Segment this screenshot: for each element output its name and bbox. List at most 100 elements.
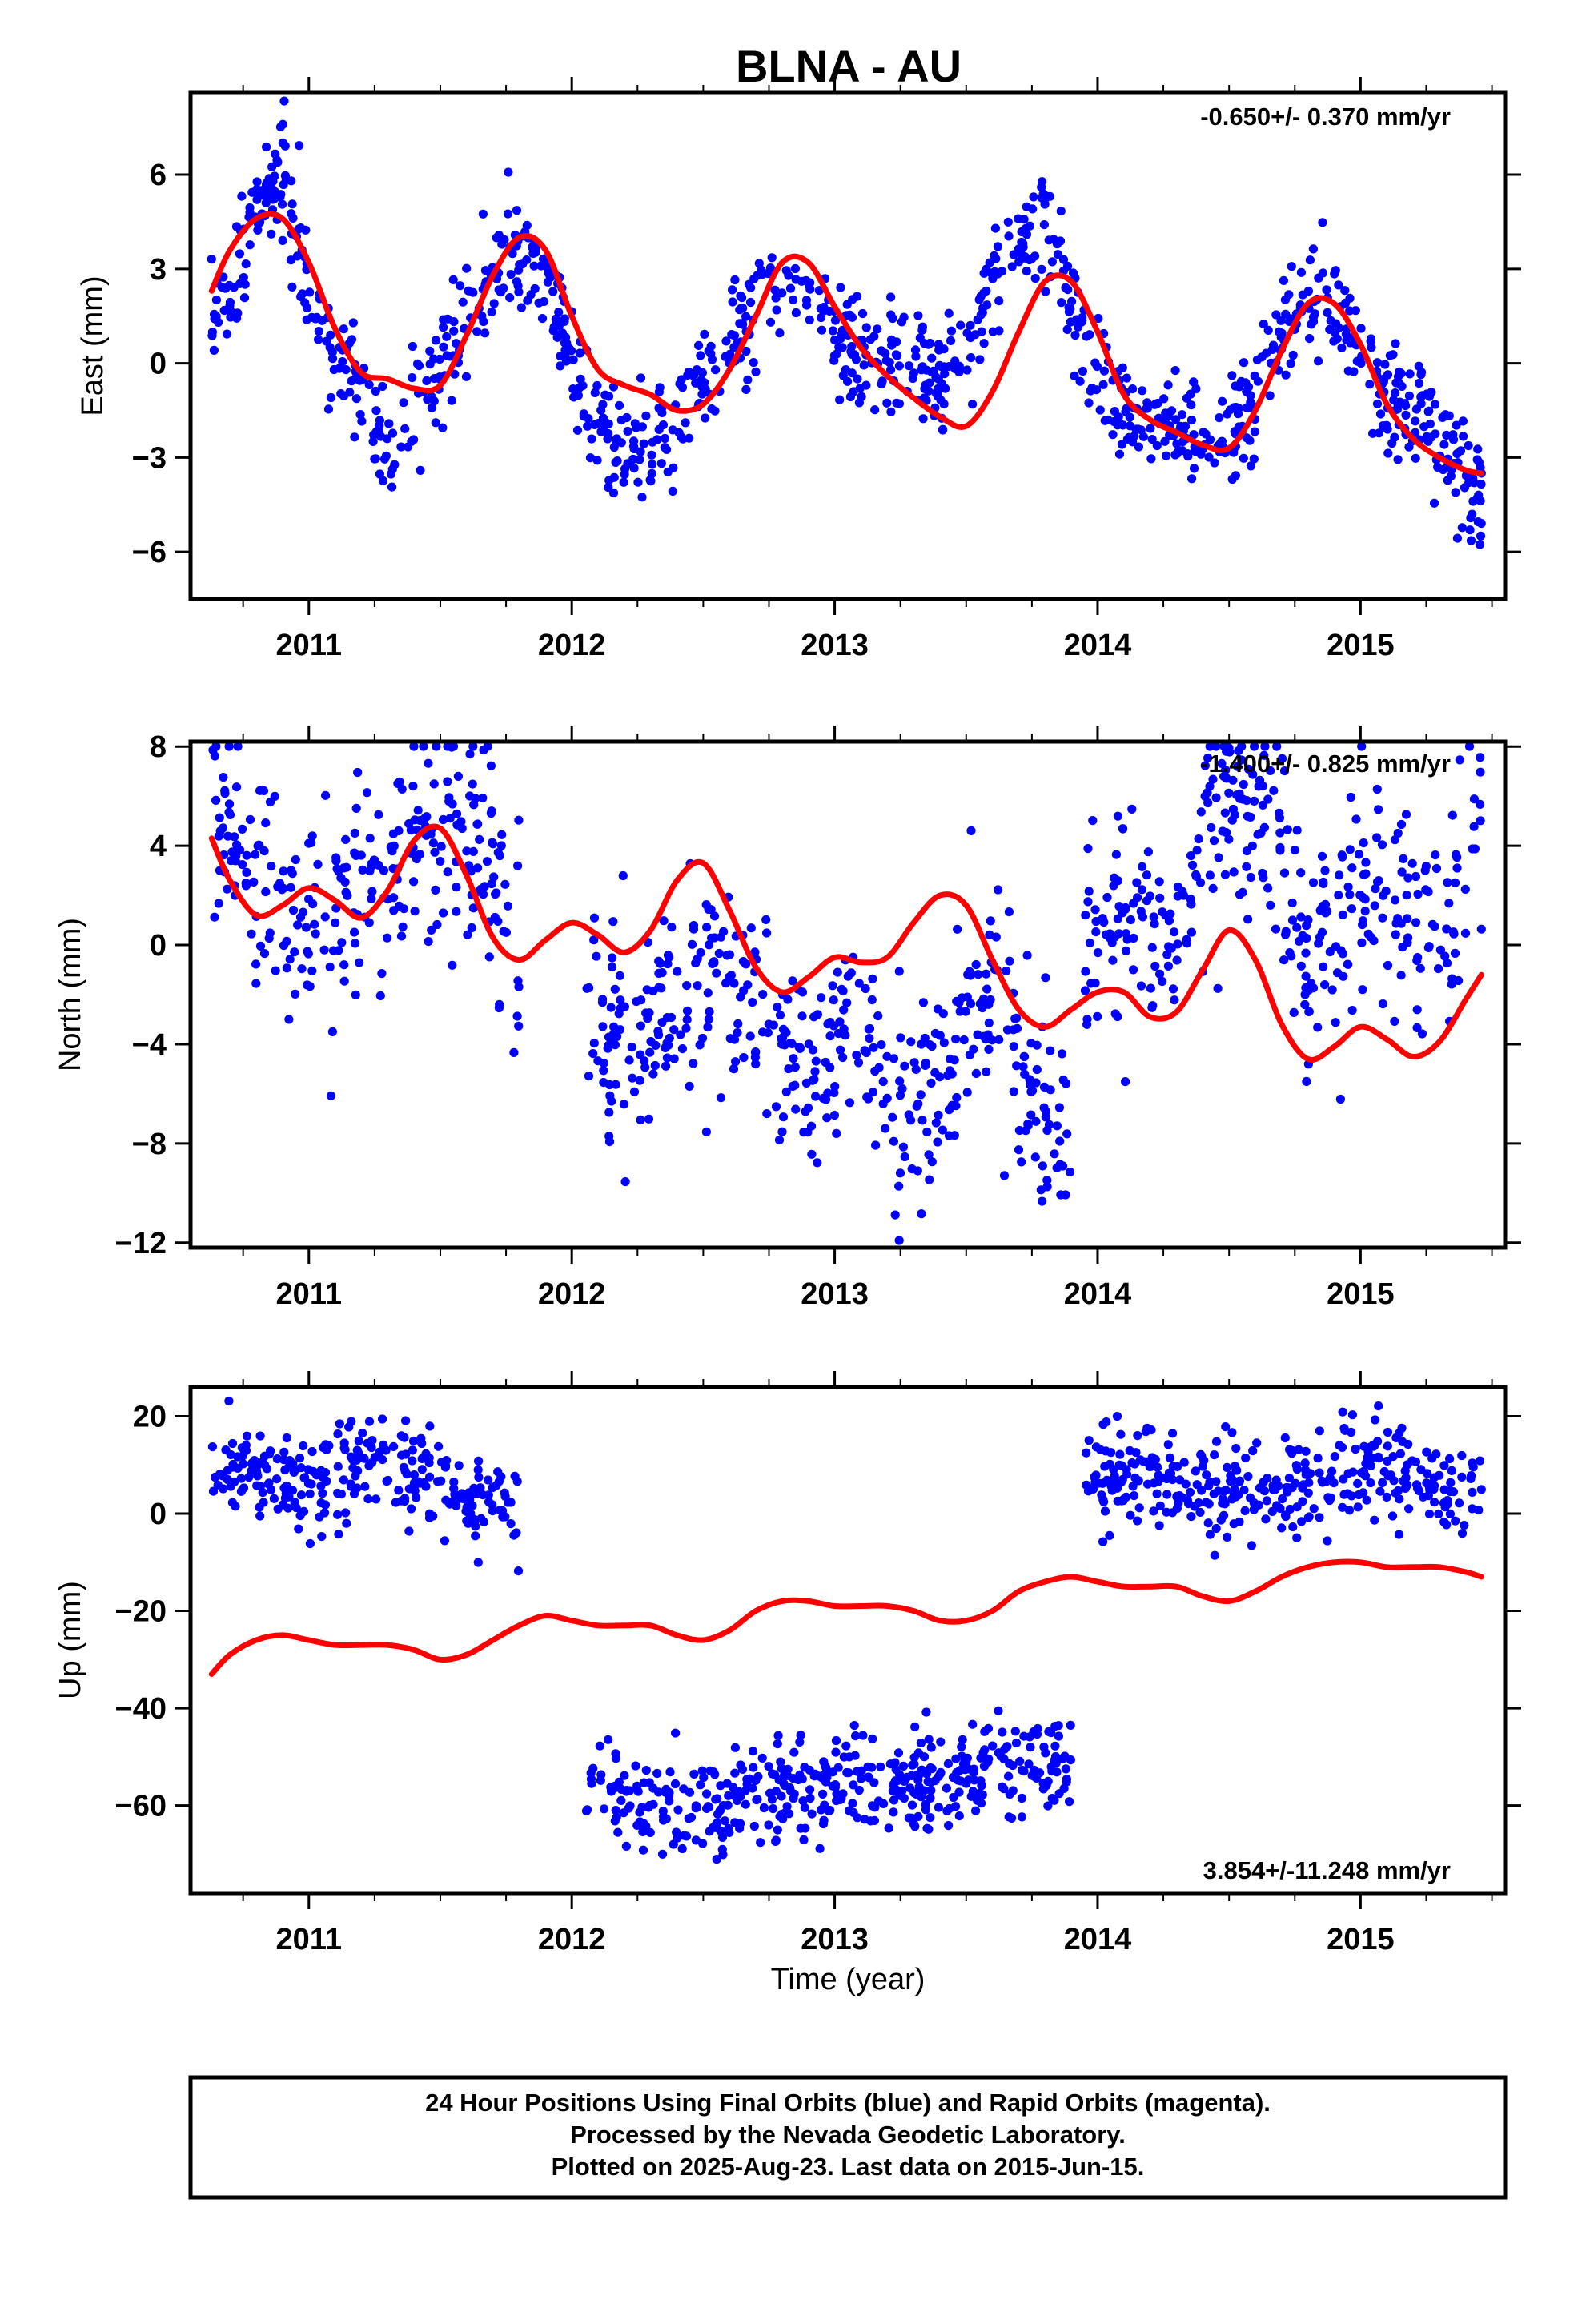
east-data-point xyxy=(560,352,570,362)
east-data-point xyxy=(503,209,513,219)
east-data-point xyxy=(1464,440,1473,451)
east-model-curve xyxy=(208,211,1484,476)
north-data-point xyxy=(1304,1007,1314,1016)
up-data-point xyxy=(1165,1453,1174,1462)
north-data-point xyxy=(838,1052,848,1063)
up-data-point xyxy=(318,1489,327,1498)
east-data-point xyxy=(1170,450,1180,460)
up-data-point xyxy=(1008,1760,1018,1771)
north-data-point xyxy=(813,1158,822,1168)
up-data-point xyxy=(1303,1488,1313,1498)
up-data-point xyxy=(1134,1503,1144,1513)
east-data-point xyxy=(211,295,221,305)
up-data-point xyxy=(907,1800,917,1810)
up-data-point xyxy=(351,1455,362,1465)
up-data-point xyxy=(632,1820,642,1830)
east-data-point xyxy=(1314,356,1323,366)
north-data-point xyxy=(889,1054,899,1063)
north-data-point xyxy=(491,890,500,899)
north-data-point xyxy=(589,1039,599,1048)
north-data-point xyxy=(295,912,306,922)
up-data-point xyxy=(913,1811,923,1821)
up-data-point xyxy=(876,1762,885,1771)
north-data-point xyxy=(868,974,877,983)
up-data-point xyxy=(454,1461,464,1470)
east-data-point xyxy=(647,450,656,460)
north-data-point xyxy=(750,947,760,957)
up-data-point xyxy=(722,1779,732,1788)
north-data-point xyxy=(1065,1167,1075,1177)
east-data-point xyxy=(966,333,975,343)
east-data-point xyxy=(1131,424,1141,434)
north-data-point xyxy=(771,1102,781,1112)
up-data-point xyxy=(215,1470,225,1479)
north-data-point xyxy=(1038,1161,1047,1171)
north-data-point xyxy=(874,1063,884,1072)
east-data-point xyxy=(1473,444,1483,454)
up-data-point xyxy=(440,1536,450,1546)
north-data-point xyxy=(1224,834,1234,844)
north-data-point xyxy=(669,1054,679,1063)
north-data-point xyxy=(746,923,756,933)
north-data-point xyxy=(604,1108,614,1117)
up-data-point xyxy=(273,1504,283,1514)
north-data-point xyxy=(1347,1006,1357,1015)
east-data-point xyxy=(505,293,515,303)
north-data-point xyxy=(1031,1116,1041,1126)
up-data-point xyxy=(934,1803,943,1812)
north-data-point xyxy=(1220,808,1230,818)
up-data-point xyxy=(852,1767,862,1776)
north-data-point xyxy=(1320,866,1330,875)
north-data-point xyxy=(327,1027,337,1036)
up-data-point xyxy=(255,1431,265,1441)
north-data-point xyxy=(1269,786,1279,795)
east-data-point xyxy=(1325,324,1335,334)
north-data-point xyxy=(432,742,441,751)
north-data-point xyxy=(697,1033,708,1043)
east-data-point xyxy=(489,299,499,308)
up-data-point xyxy=(863,1762,873,1771)
north-data-point xyxy=(705,940,714,950)
east-data-point xyxy=(1452,420,1461,430)
up-data-point xyxy=(635,1807,644,1817)
east-data-point xyxy=(1022,202,1031,211)
north-data-point xyxy=(468,742,478,751)
up-data-point xyxy=(1344,1506,1355,1515)
up-data-point xyxy=(1235,1476,1245,1486)
north-data-point xyxy=(439,908,448,918)
north-data-point xyxy=(682,1015,692,1024)
north-data-point xyxy=(895,1076,905,1086)
east-data-point xyxy=(375,469,384,479)
east-data-point xyxy=(737,293,747,303)
east-data-point xyxy=(711,365,721,375)
up-data-point xyxy=(824,1806,833,1815)
north-data-point xyxy=(788,976,797,986)
north-data-point xyxy=(1327,985,1337,995)
east-data-point xyxy=(619,477,628,487)
east-data-point xyxy=(701,413,710,423)
north-data-point xyxy=(1032,1064,1042,1075)
north-data-point xyxy=(695,1040,705,1050)
up-data-point xyxy=(1445,1509,1455,1518)
north-data-point xyxy=(610,984,620,994)
up-data-point xyxy=(624,1803,633,1813)
north-data-point xyxy=(1248,770,1258,779)
east-data-point xyxy=(1263,325,1273,335)
up-data-point xyxy=(773,1825,782,1835)
north-data-point xyxy=(514,1021,524,1031)
up-data-point xyxy=(978,1790,987,1799)
north-data-point xyxy=(1319,962,1328,971)
north-data-point xyxy=(305,982,315,991)
up-data-point xyxy=(316,1498,326,1508)
up-data-point xyxy=(1351,1444,1360,1454)
north-data-point xyxy=(307,966,317,975)
east-data-point xyxy=(422,376,432,385)
north-data-point xyxy=(1230,810,1239,820)
north-data-point xyxy=(259,846,269,856)
east-data-point xyxy=(1092,362,1102,372)
up-data-point xyxy=(716,1804,726,1815)
east-data-point xyxy=(1003,217,1013,227)
east-data-point xyxy=(986,268,996,278)
up-data-point xyxy=(1395,1449,1405,1458)
north-data-point xyxy=(469,800,479,810)
